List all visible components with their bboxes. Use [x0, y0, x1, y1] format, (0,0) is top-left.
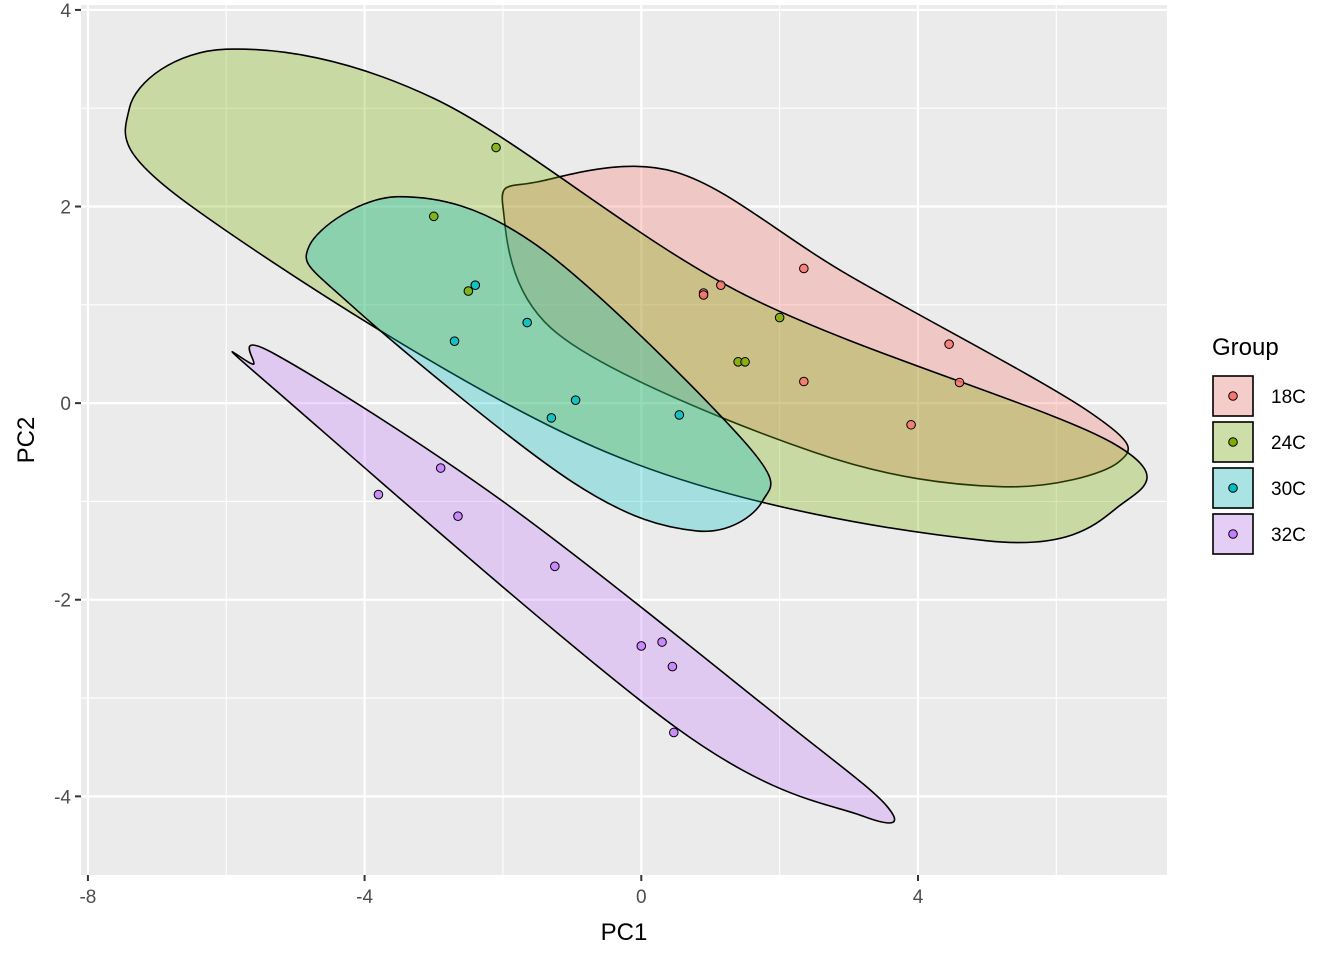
point-32c	[435, 463, 446, 473]
x-tick-label: -8	[79, 887, 96, 908]
point-30c	[470, 280, 481, 290]
ellipse-30c	[305, 195, 772, 533]
point-24c	[774, 312, 785, 323]
confidence-ellipses	[124, 48, 1148, 824]
legend-point-32c	[1228, 529, 1238, 539]
y-tick-label: -2	[54, 591, 71, 612]
y-axis-title: PC2	[13, 417, 40, 464]
point-32c	[550, 561, 560, 572]
point-24c	[491, 142, 501, 153]
x-tick-label: 0	[636, 887, 647, 908]
point-18c	[799, 376, 809, 387]
data-points	[373, 142, 965, 738]
point-30c	[546, 413, 557, 423]
x-tick-label: 4	[913, 887, 924, 908]
legend-title: Group	[1212, 334, 1279, 361]
point-32c	[657, 637, 667, 647]
y-tick-label: 4	[60, 1, 71, 22]
point-18c	[698, 290, 709, 300]
legend-label-24c: 24C	[1271, 433, 1306, 454]
point-18c	[799, 263, 809, 274]
point-32c	[636, 641, 647, 651]
point-18c	[716, 280, 726, 290]
point-32c	[669, 727, 679, 738]
x-axis-title: PC1	[601, 919, 648, 946]
point-32c	[667, 661, 678, 672]
y-tick-label: -4	[54, 787, 71, 808]
y-tick-label: 0	[60, 394, 71, 415]
legend-point-24c	[1228, 437, 1238, 447]
y-axis: -4 -2 0 2 4	[54, 1, 81, 808]
point-24c	[463, 286, 474, 296]
legend-label-18c: 18C	[1271, 387, 1306, 408]
x-tick-label: -4	[356, 887, 373, 908]
legend-label-30c: 30C	[1271, 479, 1306, 500]
point-24c	[428, 211, 439, 222]
legend-label-32c: 32C	[1271, 525, 1306, 546]
major-gridlines	[81, 5, 1167, 875]
plot-panel	[81, 5, 1167, 875]
point-30c	[449, 336, 460, 347]
point-30c	[570, 395, 581, 405]
x-axis: -8 -4 0 4	[79, 875, 924, 908]
point-30c	[522, 317, 532, 328]
point-18c	[906, 419, 916, 430]
legend-key-32c	[1212, 513, 1254, 555]
y-tick-label: 2	[60, 198, 71, 219]
legend: Group 18C 24C 30C 32C	[1212, 334, 1306, 555]
point-18c	[954, 377, 965, 388]
point-30c	[674, 410, 685, 420]
point-18c	[944, 339, 954, 349]
point-24c	[740, 357, 750, 367]
ellipse-32c	[231, 344, 896, 824]
legend-point-30c	[1228, 483, 1238, 493]
ellipse-24c	[124, 48, 1148, 544]
point-32c	[373, 489, 384, 500]
point-32c	[453, 511, 463, 521]
legend-point-18c	[1228, 391, 1238, 401]
